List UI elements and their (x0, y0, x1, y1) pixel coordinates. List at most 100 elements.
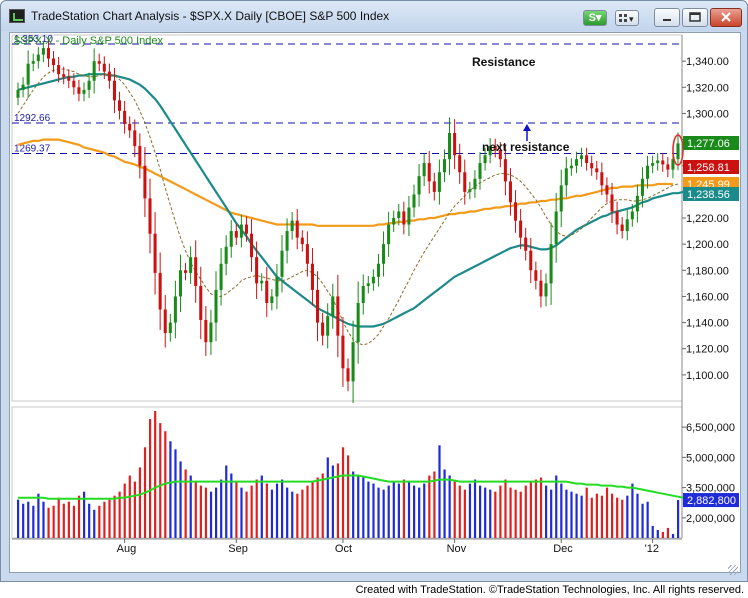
candle-body (67, 76, 71, 81)
volume-bar (621, 499, 624, 538)
volume-bar (17, 499, 20, 538)
candle-body (417, 176, 421, 195)
price-candle (265, 266, 269, 317)
chart-area[interactable]: 1,100.00 1,120.00 1,140.00 1,160.00 1,180.00… (9, 32, 741, 573)
price-candle (189, 246, 193, 284)
volume-bar (62, 503, 65, 538)
volume-average-line (18, 474, 684, 500)
price-candle (280, 234, 284, 293)
price-candle (173, 280, 177, 339)
candle-body (356, 302, 360, 343)
candle-body (112, 80, 116, 101)
layout-grid-button[interactable]: ▾ (615, 10, 639, 26)
moving-average-line-ma_short (17, 68, 679, 346)
candle-body (559, 185, 563, 212)
volume-bar (341, 447, 345, 538)
volume-tick-label: 5,000,000 (686, 452, 735, 464)
candle-body (92, 61, 96, 81)
candle-body (234, 231, 238, 238)
price-candle (590, 155, 594, 176)
x-tick-label: Sep (228, 543, 248, 555)
volume-bar (397, 483, 400, 538)
volume-bar (605, 487, 609, 538)
price-candle (564, 156, 568, 197)
candle-body (21, 84, 25, 90)
candle-body (422, 163, 426, 177)
price-candle (82, 82, 86, 102)
title-bar[interactable]: TradeStation Chart Analysis - $SPX.X Dai… (1, 1, 747, 31)
volume-bar (123, 483, 126, 538)
candle-body (524, 237, 528, 251)
volume-bar (326, 457, 329, 538)
price-flag-label: 1,258.81 (687, 162, 730, 174)
price-candle (16, 82, 20, 106)
candle-body (224, 246, 228, 264)
candle-body (280, 250, 284, 277)
candle-body (427, 163, 431, 182)
price-candle (534, 261, 538, 290)
close-button[interactable] (710, 8, 742, 27)
candle-body (346, 368, 350, 382)
price-candle (178, 254, 182, 313)
volume-bar (418, 487, 421, 538)
price-candle (432, 172, 436, 201)
candle-body (158, 272, 162, 310)
volume-bar (265, 483, 268, 538)
candle-body (26, 63, 30, 85)
candle-body (635, 195, 639, 212)
volume-bar (463, 489, 466, 538)
price-candle (595, 160, 599, 180)
candle-body (250, 233, 254, 258)
price-candle (163, 294, 167, 348)
volume-bar (245, 491, 248, 538)
candle-body (463, 172, 467, 192)
price-candle (448, 117, 452, 175)
minimize-button[interactable] (654, 8, 680, 27)
volume-bar (661, 531, 664, 538)
candle-body (265, 280, 269, 303)
candle-body (275, 276, 279, 297)
price-volume-chart[interactable]: 1,100.00 1,120.00 1,140.00 1,160.00 1,180.00… (10, 33, 740, 572)
candle-body (574, 159, 578, 166)
price-candle (503, 145, 507, 196)
volume-tick-label: 3,500,000 (686, 483, 735, 495)
price-candle (346, 358, 350, 392)
candle-body (336, 296, 340, 336)
price-candle (661, 153, 665, 172)
candle-body (600, 172, 604, 186)
candle-body (590, 163, 594, 169)
price-tick-label: 1,320.00 (686, 82, 729, 94)
candle-body (605, 185, 609, 195)
symbol-link-button[interactable]: S▾ (583, 10, 607, 26)
maximize-button[interactable] (682, 8, 708, 27)
price-candle (529, 237, 533, 284)
volume-bar (291, 491, 294, 538)
price-candle (422, 153, 426, 186)
resize-grip[interactable] (728, 565, 738, 575)
price-candle (402, 201, 406, 235)
price-tick-label: 1,340.00 (686, 56, 729, 68)
candle-body (651, 163, 655, 166)
price-candle (625, 210, 629, 241)
price-candle (214, 271, 218, 342)
candle-body (270, 296, 274, 303)
price-candle (112, 68, 116, 114)
volume-bar (514, 489, 517, 538)
price-flag: 1,258.81 (683, 160, 739, 174)
volume-bar (428, 475, 431, 538)
price-flag-box (683, 160, 739, 174)
candle-body (209, 322, 213, 343)
price-candle (544, 273, 548, 307)
volume-bar (392, 481, 395, 538)
price-candle (92, 48, 96, 94)
volume-bar (458, 485, 461, 538)
price-candle (493, 138, 497, 158)
price-candle (407, 195, 411, 237)
candle-body (244, 224, 248, 234)
volume-bar (423, 483, 426, 538)
price-candle (468, 181, 472, 200)
volume-flag-label: 2,882,800 (687, 495, 736, 507)
level-line-label: 1292.66 (14, 113, 51, 124)
volume-bar (616, 497, 619, 538)
candle-body (508, 181, 512, 203)
